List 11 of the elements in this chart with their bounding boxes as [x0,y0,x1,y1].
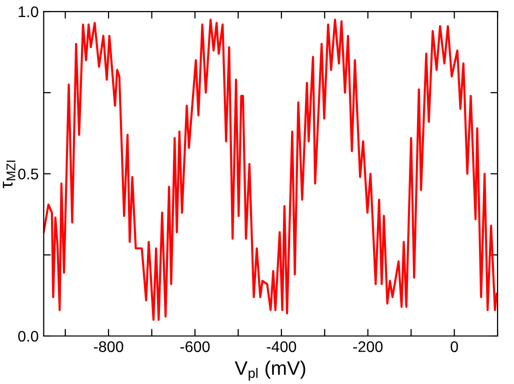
y-tick-label: 0.0 [18,330,38,342]
y-tick-label: 0.5 [18,168,38,180]
line-series [44,18,498,321]
y-tick-label: 1.0 [18,6,38,18]
x-tick-label: 0 [450,341,458,352]
x-tick-label: -200 [353,341,383,352]
y-axis-title: τ$_{MZI}$ [2,160,16,188]
x-tick-label: -600 [180,341,210,352]
x-tick-label: -800 [94,341,124,352]
x-axis-title: V$_{pl}$ (mV) [234,360,306,381]
x-tick-label: -400 [266,341,296,352]
